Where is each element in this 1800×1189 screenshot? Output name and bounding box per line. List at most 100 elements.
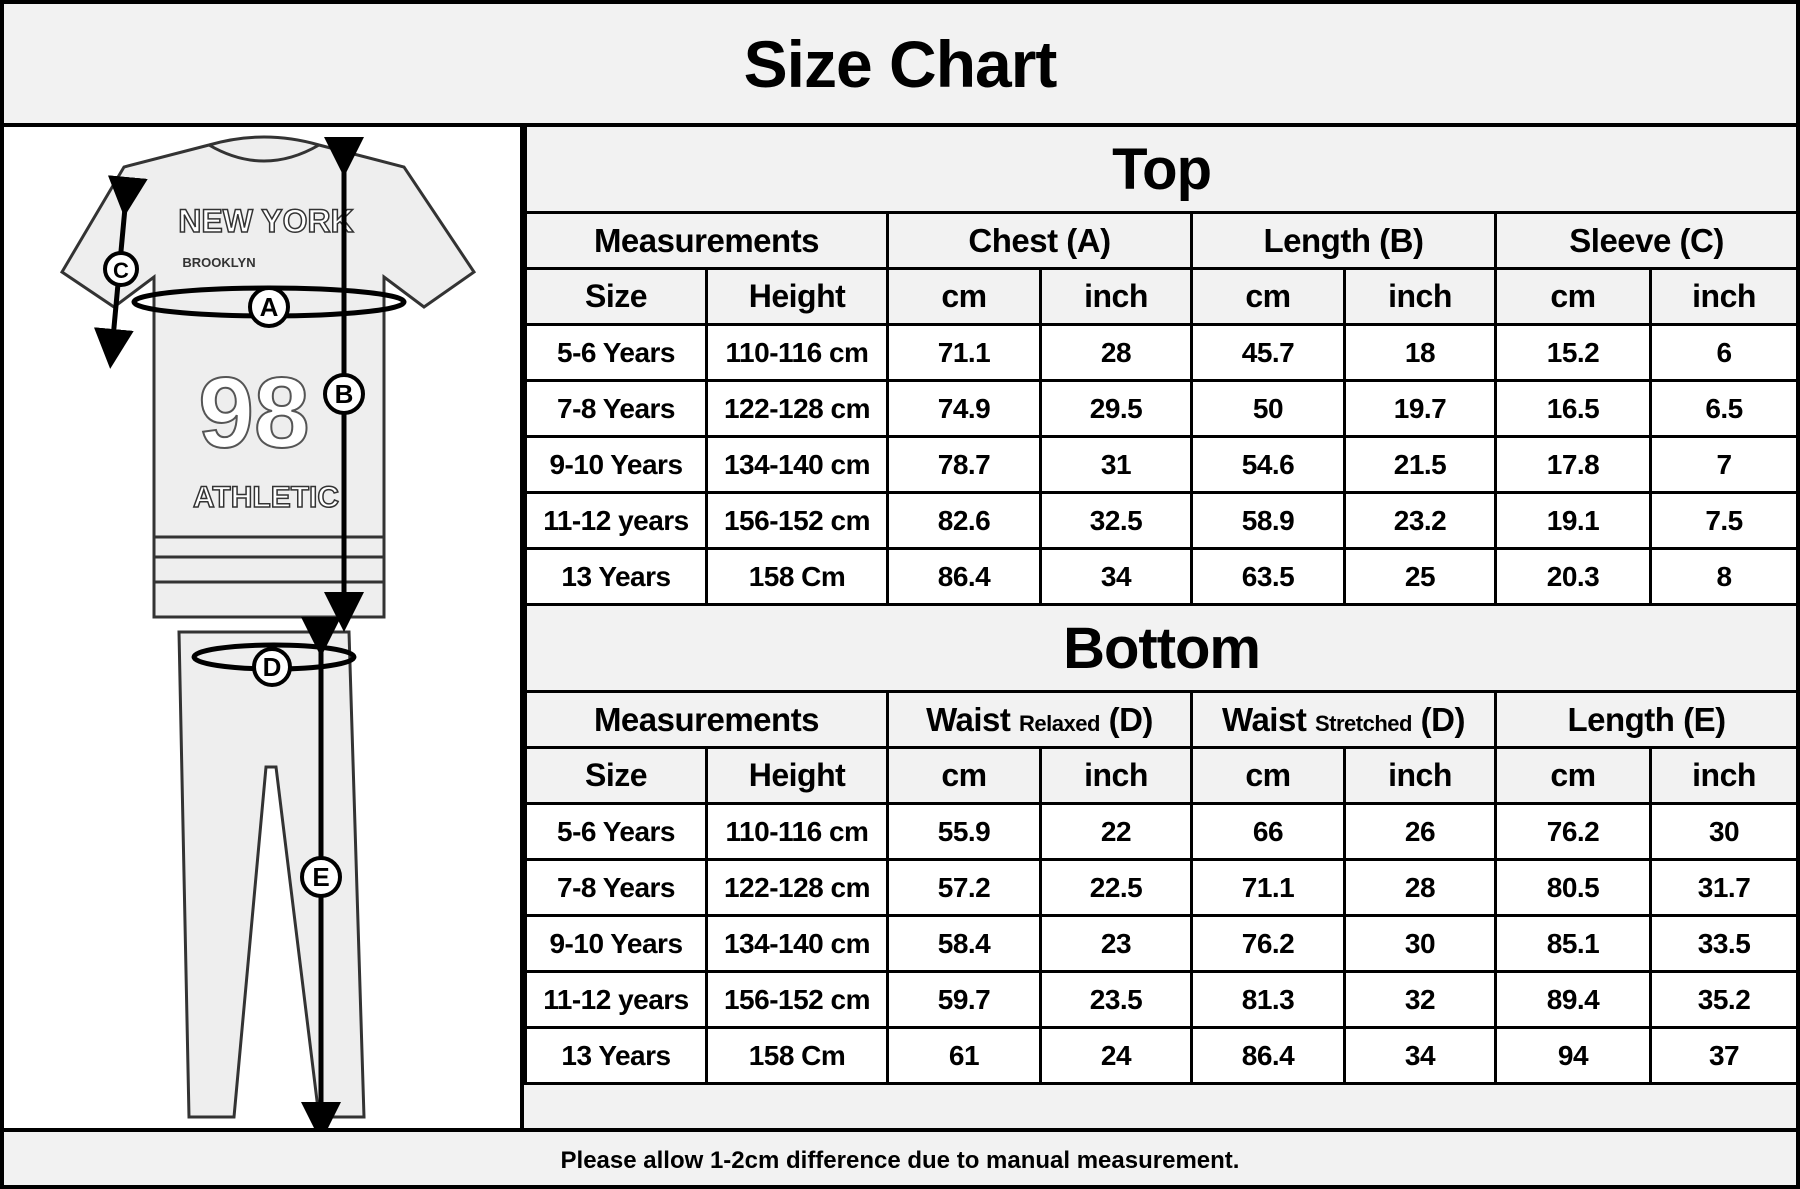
table-row: 13 Years 158 Cm 86.4 34 63.5 25 20.3 8 [524, 547, 1800, 606]
garment-diagram: NEW YORK BROOKLYN 98 ATHLETIC A B C [59, 135, 477, 1142]
group-header: Waist Stretched (D) [1190, 690, 1497, 749]
group-header: Measurements [524, 211, 889, 270]
table-row: 9-10 Years 134-140 cm 58.4 23 76.2 30 85.1 33.5 [524, 914, 1800, 973]
table-cell: 29.5 [1039, 379, 1193, 438]
table-cell: 59.7 [886, 970, 1042, 1029]
table-cell: 71.1 [886, 323, 1042, 382]
table-cell: 34 [1343, 1026, 1497, 1085]
table-row: 7-8 Years 122-128 cm 57.2 22.5 71.1 28 80.5 31.… [524, 858, 1800, 917]
footer-note: Please allow 1-2cm difference due to man… [4, 1128, 1796, 1189]
table-cell: 86.4 [1190, 1026, 1346, 1085]
table-cell: 6.5 [1648, 379, 1800, 438]
table-cell: 8 [1648, 547, 1800, 606]
table-cell: 33.5 [1648, 914, 1800, 973]
table-cell: 5-6 Years [524, 323, 708, 382]
label-a: A [260, 292, 279, 322]
table-cell: 156-152 cm [705, 491, 889, 550]
table-cell: 81.3 [1190, 970, 1346, 1029]
table-row: 5-6 Years 110-116 cm 71.1 28 45.7 18 15.2 6 [524, 323, 1800, 382]
table-cell: 31.7 [1648, 858, 1800, 917]
column-header: cm [886, 267, 1042, 326]
table-cell: 45.7 [1190, 323, 1346, 382]
table-cell: 7-8 Years [524, 379, 708, 438]
table-cell: 19.7 [1343, 379, 1497, 438]
table-cell: 34 [1039, 547, 1193, 606]
table-cell: 16.5 [1494, 379, 1652, 438]
group-header: Chest (A) [886, 211, 1193, 270]
table-row: 13 Years 158 Cm 61 24 86.4 34 94 37 [524, 1026, 1800, 1085]
table-cell: 35.2 [1648, 970, 1800, 1029]
table-cell: 89.4 [1494, 970, 1652, 1029]
table-cell: 71.1 [1190, 858, 1346, 917]
table-cell: 82.6 [886, 491, 1042, 550]
group-sub: Relaxed [1019, 710, 1100, 736]
table-cell: 134-140 cm [705, 435, 889, 494]
table-row: 11-12 years 156-152 cm 82.6 32.5 58.9 23.2 19.… [524, 491, 1800, 550]
table-cell: 63.5 [1190, 547, 1346, 606]
table-cell: 110-116 cm [705, 802, 889, 861]
table-cell: 94 [1494, 1026, 1652, 1085]
table-cell: 30 [1648, 802, 1800, 861]
table-cell: 122-128 cm [705, 379, 889, 438]
table-cell: 158 Cm [705, 1026, 889, 1085]
table-cell: 24 [1039, 1026, 1193, 1085]
shirt-print-newyork: NEW YORK [178, 203, 353, 239]
group-main: Waist [926, 700, 1011, 738]
group-header: Sleeve (C) [1493, 211, 1800, 270]
column-header: cm [886, 746, 1042, 805]
shirt-print-brooklyn: BROOKLYN [182, 255, 255, 270]
column-header: Size [524, 746, 708, 805]
column-header: cm [1494, 746, 1652, 805]
table-cell: 78.7 [886, 435, 1042, 494]
table-cell: 32 [1343, 970, 1497, 1029]
table-cell: 80.5 [1494, 858, 1652, 917]
group-header: Length (B) [1190, 211, 1497, 270]
top-size-table: Top Measurements Chest (A) Length (B) Sl… [523, 127, 1800, 606]
column-header: cm [1190, 746, 1346, 805]
table-cell: 122-128 cm [705, 858, 889, 917]
table-cell: 30 [1343, 914, 1497, 973]
bottom-subheader-row: Size Height cm inch cm inch cm inch [524, 746, 1800, 805]
table-cell: 134-140 cm [705, 914, 889, 973]
bottom-size-table: Bottom Measurements Waist Relaxed (D) Wa… [523, 606, 1800, 1085]
table-cell: 7 [1648, 435, 1800, 494]
bottom-heading: Bottom [523, 606, 1800, 693]
shirt-print-athletic: ATHLETIC [193, 481, 339, 514]
table-cell: 25 [1343, 547, 1497, 606]
label-b: B [335, 379, 354, 409]
table-cell: 18 [1343, 323, 1497, 382]
column-header: inch [1343, 746, 1497, 805]
group-header: Length (E) [1493, 690, 1800, 749]
group-header: Measurements [524, 690, 889, 749]
table-cell: 32.5 [1039, 491, 1193, 550]
table-cell: 23.5 [1039, 970, 1193, 1029]
table-cell: 22.5 [1039, 858, 1193, 917]
table-cell: 23.2 [1343, 491, 1497, 550]
table-cell: 55.9 [886, 802, 1042, 861]
label-c: C [113, 258, 129, 283]
table-cell: 86.4 [886, 547, 1042, 606]
table-cell: 20.3 [1494, 547, 1652, 606]
table-cell: 28 [1343, 858, 1497, 917]
table-cell: 85.1 [1494, 914, 1652, 973]
table-cell: 9-10 Years [524, 435, 708, 494]
top-group-header-row: Measurements Chest (A) Length (B) Sleeve… [524, 211, 1800, 270]
group-suffix: (D) [1420, 700, 1466, 738]
column-header: inch [1648, 267, 1800, 326]
table-cell: 37 [1648, 1026, 1800, 1085]
table-cell: 13 Years [524, 1026, 708, 1085]
table-cell: 11-12 years [524, 970, 708, 1029]
group-main: Length (E) [1567, 700, 1726, 738]
table-cell: 50 [1190, 379, 1346, 438]
column-header: cm [1494, 267, 1652, 326]
table-cell: 6 [1648, 323, 1800, 382]
table-cell: 21.5 [1343, 435, 1497, 494]
table-row: 11-12 years 156-152 cm 59.7 23.5 81.3 32 89.4 3… [524, 970, 1800, 1029]
table-cell: 22 [1039, 802, 1193, 861]
table-cell: 19.1 [1494, 491, 1652, 550]
shirt-print-number: 98 [198, 357, 309, 469]
column-header: Height [705, 746, 889, 805]
table-cell: 28 [1039, 323, 1193, 382]
table-cell: 23 [1039, 914, 1193, 973]
table-cell: 31 [1039, 435, 1193, 494]
